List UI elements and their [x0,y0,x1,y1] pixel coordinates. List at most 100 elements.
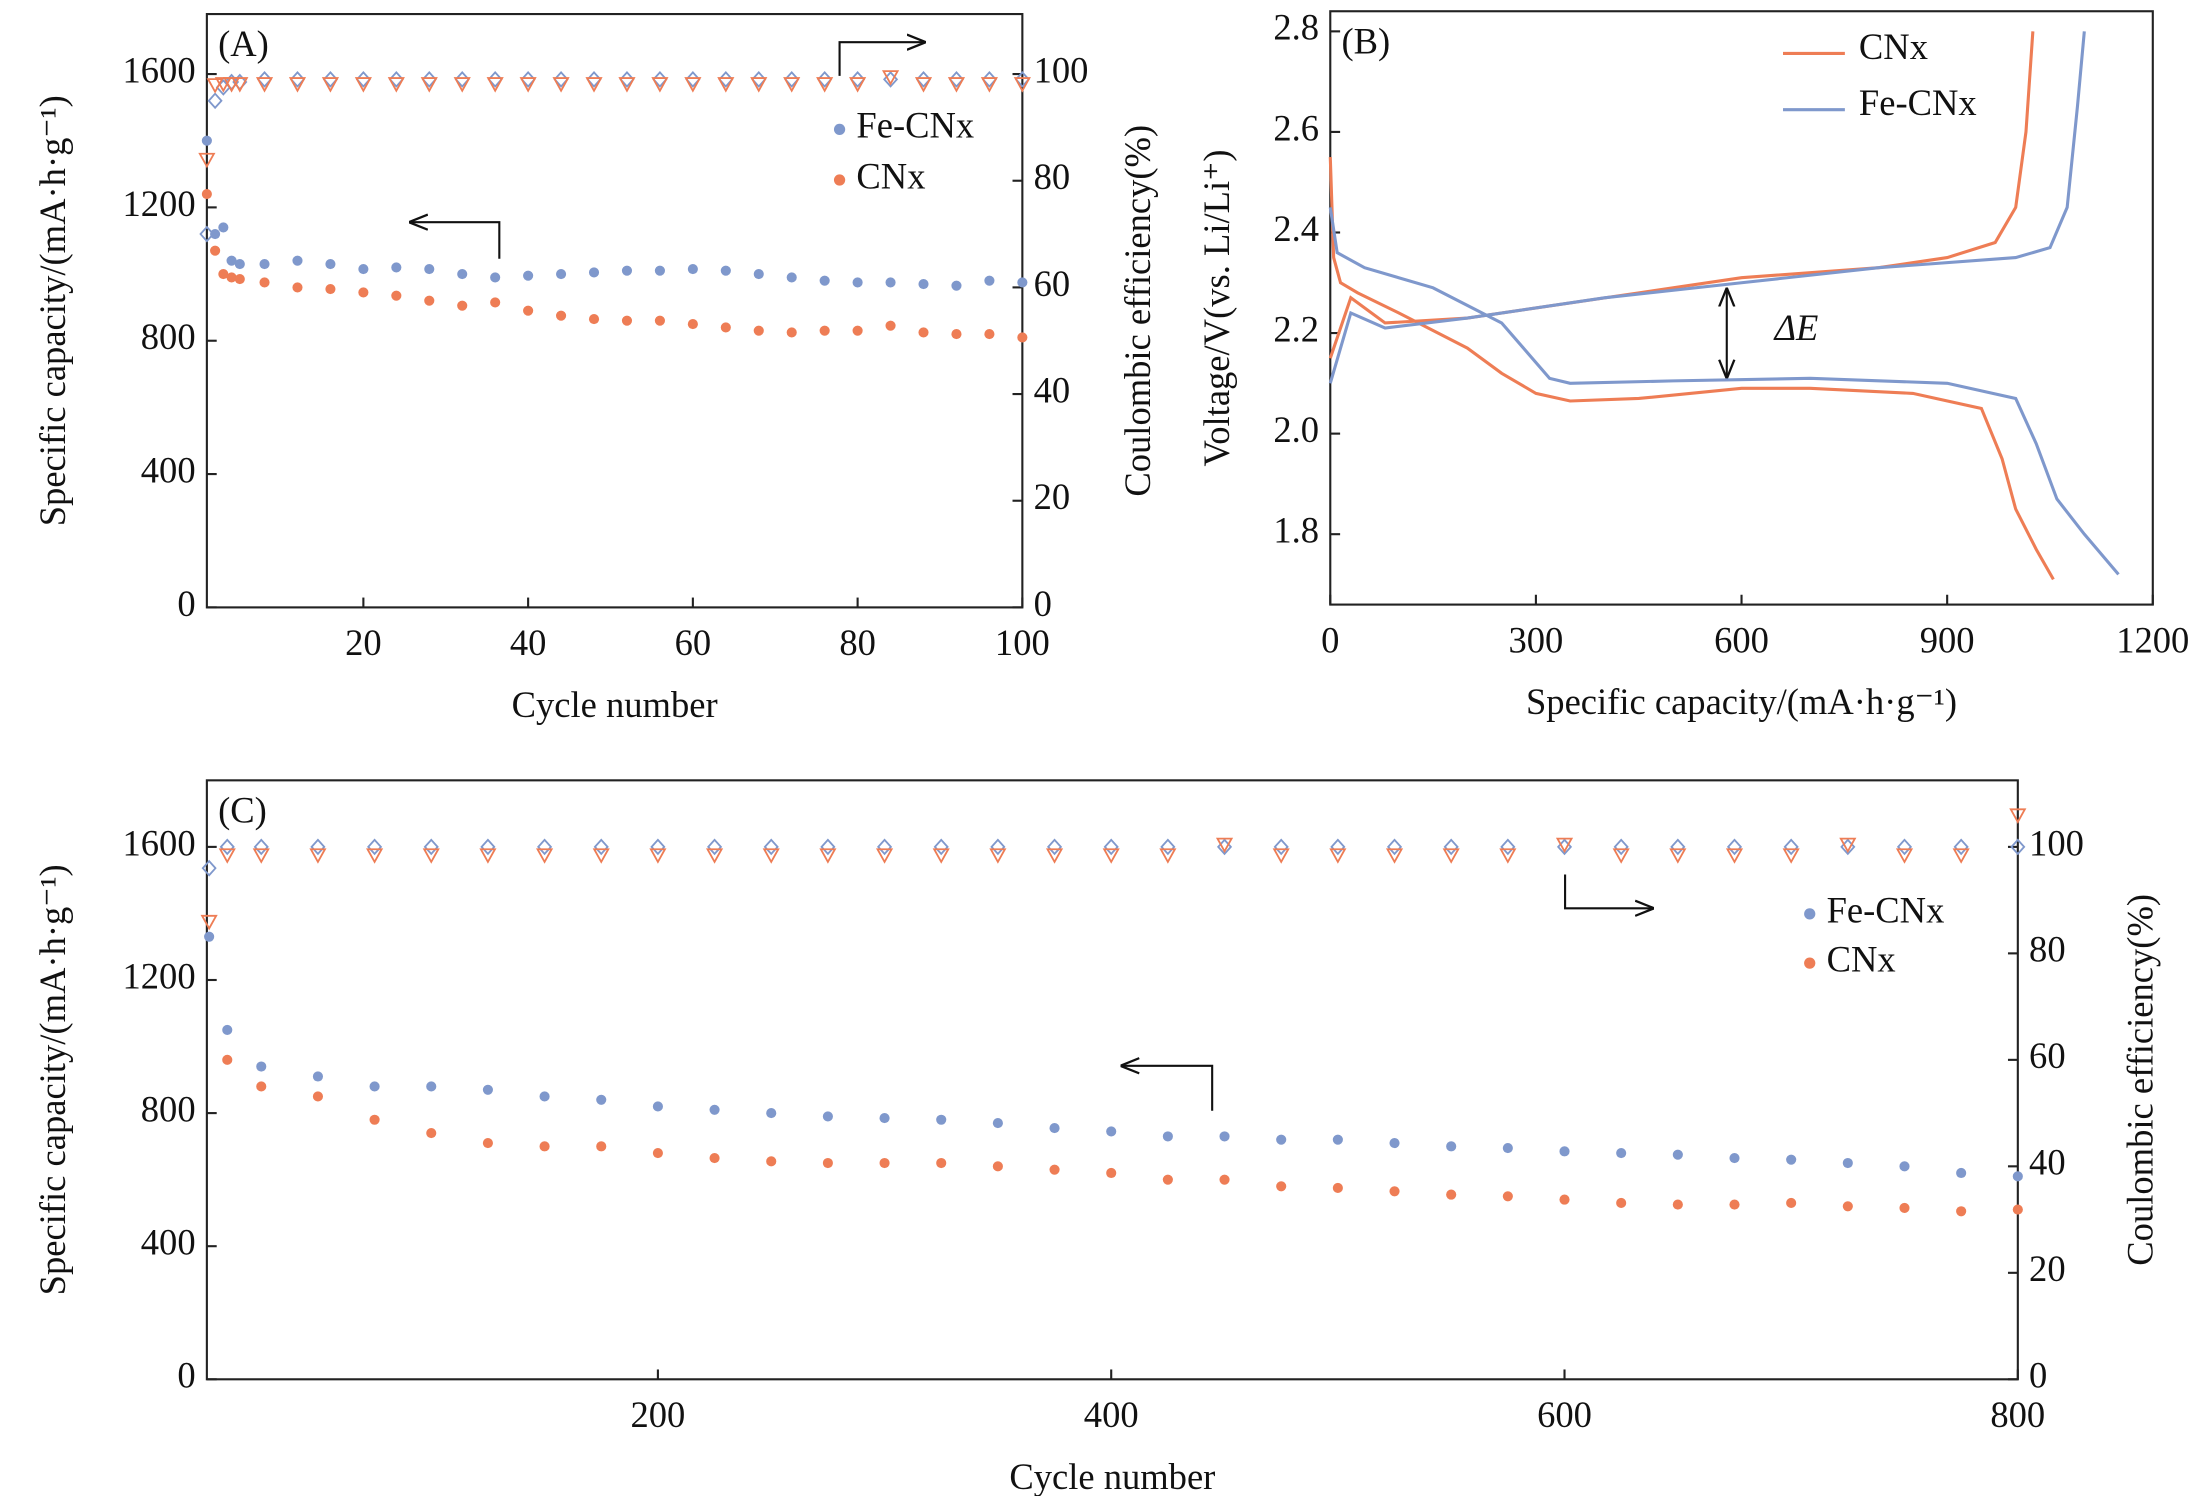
data-point [424,264,435,275]
data-point [1502,1191,1513,1202]
data-point [201,189,212,200]
efficiency-marker [2009,808,2027,824]
data-point [1162,1174,1173,1185]
data-point [1446,1141,1457,1152]
efficiency-marker [354,77,372,93]
data-point [292,282,303,293]
data-point [1559,1146,1570,1157]
efficiency-marker [762,848,780,864]
efficiency-marker [222,77,241,93]
efficiency-marker [1669,848,1687,864]
arrow-left-axis [411,222,501,259]
efficiency-marker [1013,77,1031,93]
data-point [226,272,237,283]
x-tick-label: 300 [1508,619,1563,660]
data-point [786,272,797,283]
x-tick-label: 600 [1537,1394,1592,1435]
data-point [1616,1197,1627,1209]
y2-tick-label: 60 [2029,1035,2066,1076]
efficiency-marker [980,77,998,93]
data-point [523,305,534,316]
data-point [539,1141,550,1152]
x-tick-label: 0 [1321,619,1339,660]
data-point [819,275,830,286]
data-point [391,290,402,301]
efficiency-marker [535,848,554,864]
plot-frame [205,779,2019,1381]
data-point [753,269,764,280]
data-point [879,1113,890,1124]
efficiency-marker [1499,848,1517,864]
data-point [1049,1164,1060,1175]
efficiency-marker [593,838,609,856]
efficiency-marker [592,848,610,864]
efficiency-marker [479,848,497,864]
data-point [822,1157,833,1169]
efficiency-marker [1612,848,1630,864]
panel-label: (A) [218,23,269,64]
data-point [720,322,731,333]
panel-label: (C) [218,789,267,830]
x-tick-label: 400 [1084,1394,1139,1435]
data-point [426,1081,437,1092]
efficiency-marker [684,77,702,93]
legend-label: CNx [1827,939,1896,980]
data-point [766,1108,777,1119]
efficiency-marker [454,70,470,88]
data-point [1616,1147,1627,1159]
data-point [1219,1131,1230,1142]
y2-tick-label: 20 [1034,476,1071,517]
y-tick-label: 2.6 [1273,107,1319,148]
efficiency-marker [1952,848,1970,864]
data-point [984,275,995,286]
legend-swatch [833,123,846,135]
data-point [556,310,567,321]
efficiency-marker [707,838,723,856]
data-point [596,1094,607,1105]
efficiency-marker [537,838,553,856]
efficiency-marker [1103,838,1119,856]
efficiency-marker [850,70,866,88]
data-point [457,269,468,280]
data-point [2012,1171,2023,1182]
efficiency-marker [1443,838,1459,856]
efficiency-marker [1896,838,1913,856]
data-point [523,270,534,281]
panel-label: (B) [1342,20,1391,61]
data-point [1729,1199,1740,1210]
y2-tick-label: 40 [1034,369,1071,410]
data-point [1729,1152,1740,1164]
efficiency-marker [422,848,440,864]
y-tick-label: 0 [177,1355,195,1396]
efficiency-marker [881,70,900,86]
data-point [1017,277,1028,288]
efficiency-marker [322,70,338,88]
data-point [687,319,698,330]
efficiency-marker [783,77,801,93]
data-point [201,135,212,146]
y2-tick-label: 0 [2029,1355,2047,1396]
x-axis-label: Specific capacity/(mA·h·g⁻¹) [1526,681,1957,722]
y2-tick-label: 40 [2029,1142,2066,1183]
efficiency-marker [990,838,1006,856]
efficiency-marker [1273,838,1289,856]
y2-axis-label: Coulombic efficiency(%) [2120,894,2161,1266]
efficiency-marker [1272,848,1290,864]
data-point [457,300,468,311]
efficiency-marker [553,70,569,88]
data-point [654,315,665,326]
y2-tick-label: 100 [1034,49,1089,90]
efficiency-marker [219,838,235,856]
efficiency-marker [421,70,437,88]
efficiency-marker [1215,837,1234,854]
data-point [391,262,402,273]
data-point [369,1081,380,1092]
y2-tick-label: 0 [1034,583,1052,624]
data-point [358,264,369,275]
efficiency-marker [718,70,734,88]
y-tick-label: 1600 [123,822,196,863]
efficiency-marker [1895,848,1914,864]
efficiency-marker [1330,838,1346,856]
efficiency-marker [519,77,537,93]
